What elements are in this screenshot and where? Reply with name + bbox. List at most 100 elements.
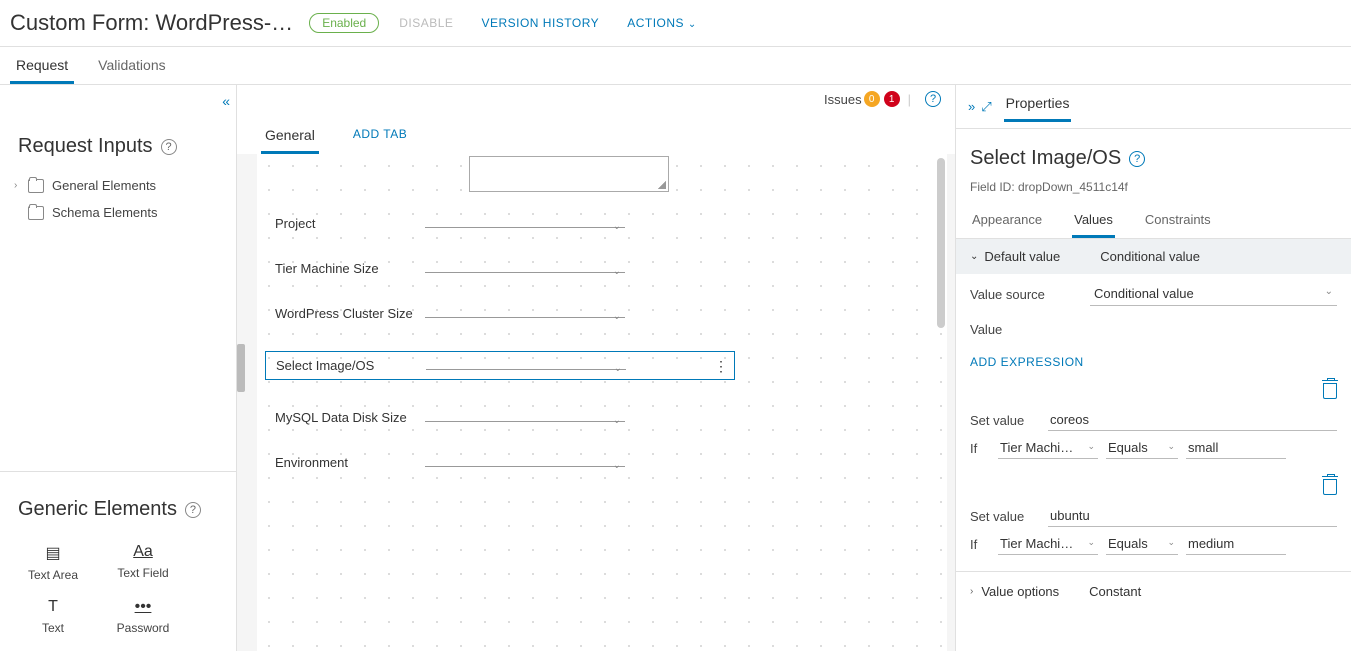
field-label: Project — [275, 216, 425, 231]
constant-label: Constant — [1089, 584, 1141, 599]
chevron-down-icon: ⌄ — [1087, 537, 1095, 548]
accordion-conditional-value[interactable]: Conditional value — [1100, 249, 1200, 264]
maximize-icon[interactable]: ⤢ — [981, 99, 991, 115]
element-textfield[interactable]: AaText Field — [98, 535, 188, 590]
field-label: Select Image/OS — [276, 358, 426, 373]
enabled-badge: Enabled — [309, 13, 379, 33]
canvas-tabs: General ADD TAB — [237, 113, 955, 154]
scrollbar[interactable] — [937, 158, 945, 328]
scroll-handle[interactable] — [237, 344, 245, 392]
inputs-tree: › General Elements Schema Elements — [0, 172, 236, 226]
dropdown-field[interactable]: ⌄ — [425, 458, 625, 467]
panel-controls: » ⤢ — [968, 99, 992, 115]
tree-schema-elements[interactable]: Schema Elements — [10, 199, 226, 226]
help-icon[interactable]: ? — [161, 139, 177, 155]
dropdown-field[interactable]: ⌄ — [425, 219, 625, 228]
issues-error-badge: 1 — [884, 91, 900, 107]
value-source-row: Value source Conditional value⌄ — [956, 274, 1351, 314]
element-label: Text Area — [28, 568, 78, 582]
value-input[interactable]: small — [1186, 437, 1286, 459]
elements-grid: ▤Text Area AaText Field TText •••Passwor… — [0, 535, 236, 643]
disable-button[interactable]: DISABLE — [399, 16, 453, 30]
dropdown-field[interactable]: ⌄ — [425, 264, 625, 273]
setvalue-input[interactable]: coreos — [1048, 409, 1337, 431]
element-label: Password — [117, 621, 170, 635]
tree-general-elements[interactable]: › General Elements — [10, 172, 226, 199]
value-source-select[interactable]: Conditional value⌄ — [1090, 282, 1337, 306]
accordion-label: Conditional value — [1100, 249, 1200, 264]
field-select[interactable]: Tier Machi…⌄ — [998, 437, 1098, 459]
operator-select[interactable]: Equals ⌄ — [1106, 533, 1178, 555]
canvas-tab-general[interactable]: General — [261, 121, 319, 154]
expression-block-2: Set value ubuntu If Tier Machi…⌄ Equals⌄… — [956, 499, 1351, 571]
left-panel: « Request Inputs ? › General Elements Sc… — [0, 85, 237, 651]
delete-row — [956, 379, 1351, 403]
form-row-image-selected[interactable]: Select Image/OS ⌄ ⋮ — [275, 351, 929, 380]
delete-row — [956, 475, 1351, 499]
tab-values[interactable]: Values — [1072, 206, 1115, 238]
canvas-body[interactable]: Project ⌄ Tier Machine Size ⌄ WordPress … — [257, 154, 947, 651]
value-options-bar[interactable]: › Value options Constant — [956, 571, 1351, 611]
field-select[interactable]: Tier Machi… ⌄ — [998, 533, 1098, 555]
chevron-down-icon: ⌄ — [613, 415, 621, 426]
add-expression-button[interactable]: ADD EXPRESSION — [956, 345, 1351, 379]
help-icon[interactable]: ? — [925, 91, 941, 107]
issues-indicator[interactable]: Issues 0 1 | ? — [824, 91, 941, 107]
value-options-label: Value options — [981, 584, 1059, 599]
version-history-link[interactable]: VERSION HISTORY — [481, 16, 599, 30]
expression-block-1: Set value coreos If Tier Machi…⌄ Equals⌄… — [956, 403, 1351, 475]
form-row-wordpress[interactable]: WordPress Cluster Size ⌄ — [275, 306, 929, 321]
kebab-menu-icon[interactable]: ⋮ — [714, 358, 728, 375]
chevron-down-icon: ⌄ — [688, 19, 697, 30]
select-value: Tier Machi… — [1000, 536, 1073, 551]
selected-field[interactable]: Select Image/OS ⌄ ⋮ — [265, 351, 735, 380]
tab-validations[interactable]: Validations — [92, 47, 171, 84]
issues-warning-badge: 0 — [864, 91, 880, 107]
properties-top: » ⤢ Properties — [956, 85, 1351, 129]
chevron-right-icon: › — [970, 586, 973, 597]
tab-constraints[interactable]: Constraints — [1143, 206, 1213, 238]
main-area: « Request Inputs ? › General Elements Sc… — [0, 85, 1351, 651]
generic-elements-section: Generic Elements ? ▤Text Area AaText Fie… — [0, 471, 236, 651]
select-value: Equals — [1108, 536, 1148, 551]
page-title: Custom Form: WordPress-… — [10, 10, 293, 36]
actions-menu[interactable]: ACTIONS ⌄ — [627, 16, 697, 30]
trash-icon[interactable] — [1323, 479, 1337, 495]
form-row-tier[interactable]: Tier Machine Size ⌄ — [275, 261, 929, 276]
tab-request[interactable]: Request — [10, 47, 74, 84]
chevron-down-icon: ⌄ — [1167, 537, 1175, 548]
expand-right-icon[interactable]: » — [968, 99, 975, 115]
field-label: WordPress Cluster Size — [275, 306, 425, 321]
properties-panel: » ⤢ Properties Select Image/OS ? Field I… — [956, 85, 1351, 651]
chevron-down-icon: ⌄ — [613, 266, 621, 277]
select-value: Equals — [1108, 440, 1148, 455]
expr-if-row: If Tier Machi…⌄ Equals⌄ small — [970, 437, 1337, 459]
field-id: Field ID: dropDown_4511c14f — [956, 176, 1351, 206]
textarea-field[interactable] — [469, 156, 669, 192]
collapse-left-icon[interactable]: « — [222, 93, 230, 109]
trash-icon[interactable] — [1323, 383, 1337, 399]
dropdown-field[interactable]: ⌄ — [425, 413, 625, 422]
accordion-default-value[interactable]: ⌄Default value — [970, 249, 1060, 264]
tab-appearance[interactable]: Appearance — [970, 206, 1044, 238]
value-input[interactable]: medium — [1186, 533, 1286, 555]
element-password[interactable]: •••Password — [98, 590, 188, 643]
help-icon[interactable]: ? — [1129, 151, 1145, 167]
select-value: Tier Machi… — [1000, 440, 1073, 455]
chevron-down-icon: ⌄ — [970, 251, 978, 262]
operator-select[interactable]: Equals⌄ — [1106, 437, 1178, 459]
form-row-project[interactable]: Project ⌄ — [275, 216, 929, 231]
add-tab-button[interactable]: ADD TAB — [349, 121, 411, 154]
property-tabs: Appearance Values Constraints — [956, 206, 1351, 239]
dropdown-field[interactable]: ⌄ — [425, 309, 625, 318]
property-title: Select Image/OS ? — [956, 129, 1351, 176]
properties-tab[interactable]: Properties — [1004, 91, 1072, 122]
form-row-mysql[interactable]: MySQL Data Disk Size ⌄ — [275, 410, 929, 425]
dropdown-field[interactable]: ⌄ — [426, 361, 626, 370]
form-row-environment[interactable]: Environment ⌄ — [275, 455, 929, 470]
help-icon[interactable]: ? — [185, 502, 201, 518]
chevron-down-icon: ⌄ — [614, 363, 622, 374]
setvalue-input[interactable]: ubuntu — [1048, 505, 1337, 527]
element-textarea[interactable]: ▤Text Area — [8, 535, 98, 590]
element-text[interactable]: TText — [8, 590, 98, 643]
